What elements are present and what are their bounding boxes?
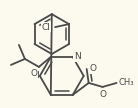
Text: O: O xyxy=(90,64,97,74)
Text: CH₃: CH₃ xyxy=(119,78,134,87)
Text: Cl: Cl xyxy=(41,23,50,32)
Text: O: O xyxy=(31,69,38,78)
Text: N: N xyxy=(74,52,80,61)
Text: O: O xyxy=(99,90,106,99)
Text: N: N xyxy=(32,71,39,80)
